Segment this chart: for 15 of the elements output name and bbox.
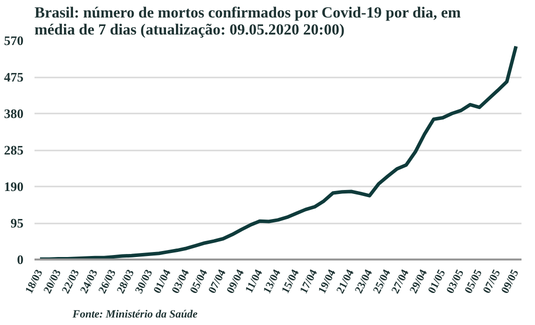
x-tick-label: 09/05	[499, 267, 522, 296]
chart-title: Brasil: número de mortos confirmados por Covid-19 por dia, em média de 7 dias (atualização: 09.05.2020 20:00)	[34, 4, 461, 38]
y-tick-label: 380	[4, 106, 24, 121]
y-tick-label: 475	[4, 70, 24, 84]
y-tick-label: 570	[4, 33, 24, 48]
line-series	[38, 44, 518, 260]
x-tick-label: 05/05	[462, 267, 485, 296]
y-tick-label: 0	[17, 252, 24, 267]
x-tick-label: 30/03	[133, 267, 156, 296]
x-tick-label: 01/05	[426, 267, 448, 296]
y-tick-label: 95	[10, 216, 24, 230]
y-tick-label: 285	[4, 142, 24, 158]
y-tick-label: 190	[4, 179, 24, 194]
source-note: Fonte: Ministério da Saúde	[72, 308, 198, 320]
x-tick-label: 05/04	[188, 267, 210, 296]
